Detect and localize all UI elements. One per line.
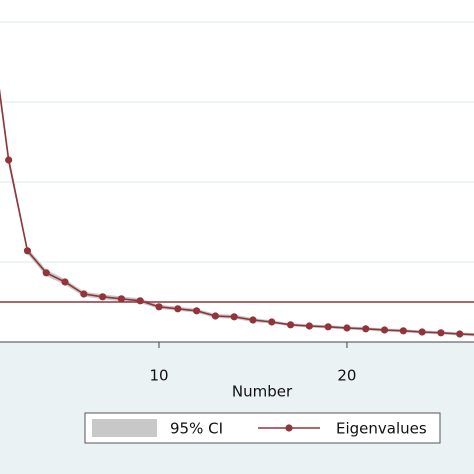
legend-label: Eigenvalues [336, 420, 427, 438]
eigenvalue-point [249, 316, 257, 324]
eigenvalue-point [305, 322, 313, 330]
eigenvalue-point [437, 329, 445, 337]
eigenvalue-point [362, 325, 370, 333]
eigenvalue-point [211, 312, 219, 320]
eigenvalue-point [456, 330, 464, 338]
legend-items: 95% CI Eigenvalues [92, 419, 427, 438]
legend-label: 95% CI [170, 420, 223, 438]
x-tick-label: 10 [149, 367, 168, 385]
plot [0, 21, 474, 338]
eigenvalue-point [230, 313, 238, 321]
eigenvalue-point [343, 324, 351, 332]
legend-swatch [92, 419, 157, 437]
eigenvalue-point [268, 318, 276, 326]
eigenvalue-point [23, 247, 32, 255]
eigenvalue-point [155, 303, 163, 311]
eigenvalue-point [174, 305, 182, 313]
x-axis-label: Number [232, 383, 293, 401]
eigenvalue-point [286, 321, 295, 329]
eigenvalue-point [5, 156, 13, 164]
eigenvalue-point [61, 278, 69, 286]
eigenvalue-point [418, 328, 426, 336]
legend-swatch [285, 424, 293, 432]
eigenvalue-point [324, 323, 332, 331]
eigenvalue-point [399, 327, 407, 335]
eigenvalue-point [99, 293, 107, 301]
eigenvalue-point [42, 269, 50, 277]
eigenvalue-point [136, 297, 144, 305]
eigenvalue-point [192, 307, 201, 315]
x-tick-label: 20 [337, 367, 356, 385]
eigenvalue-point [380, 326, 389, 334]
plot-area [0, 0, 474, 342]
eigenvalue-point [80, 290, 88, 298]
eigenvalue-point [117, 295, 126, 303]
